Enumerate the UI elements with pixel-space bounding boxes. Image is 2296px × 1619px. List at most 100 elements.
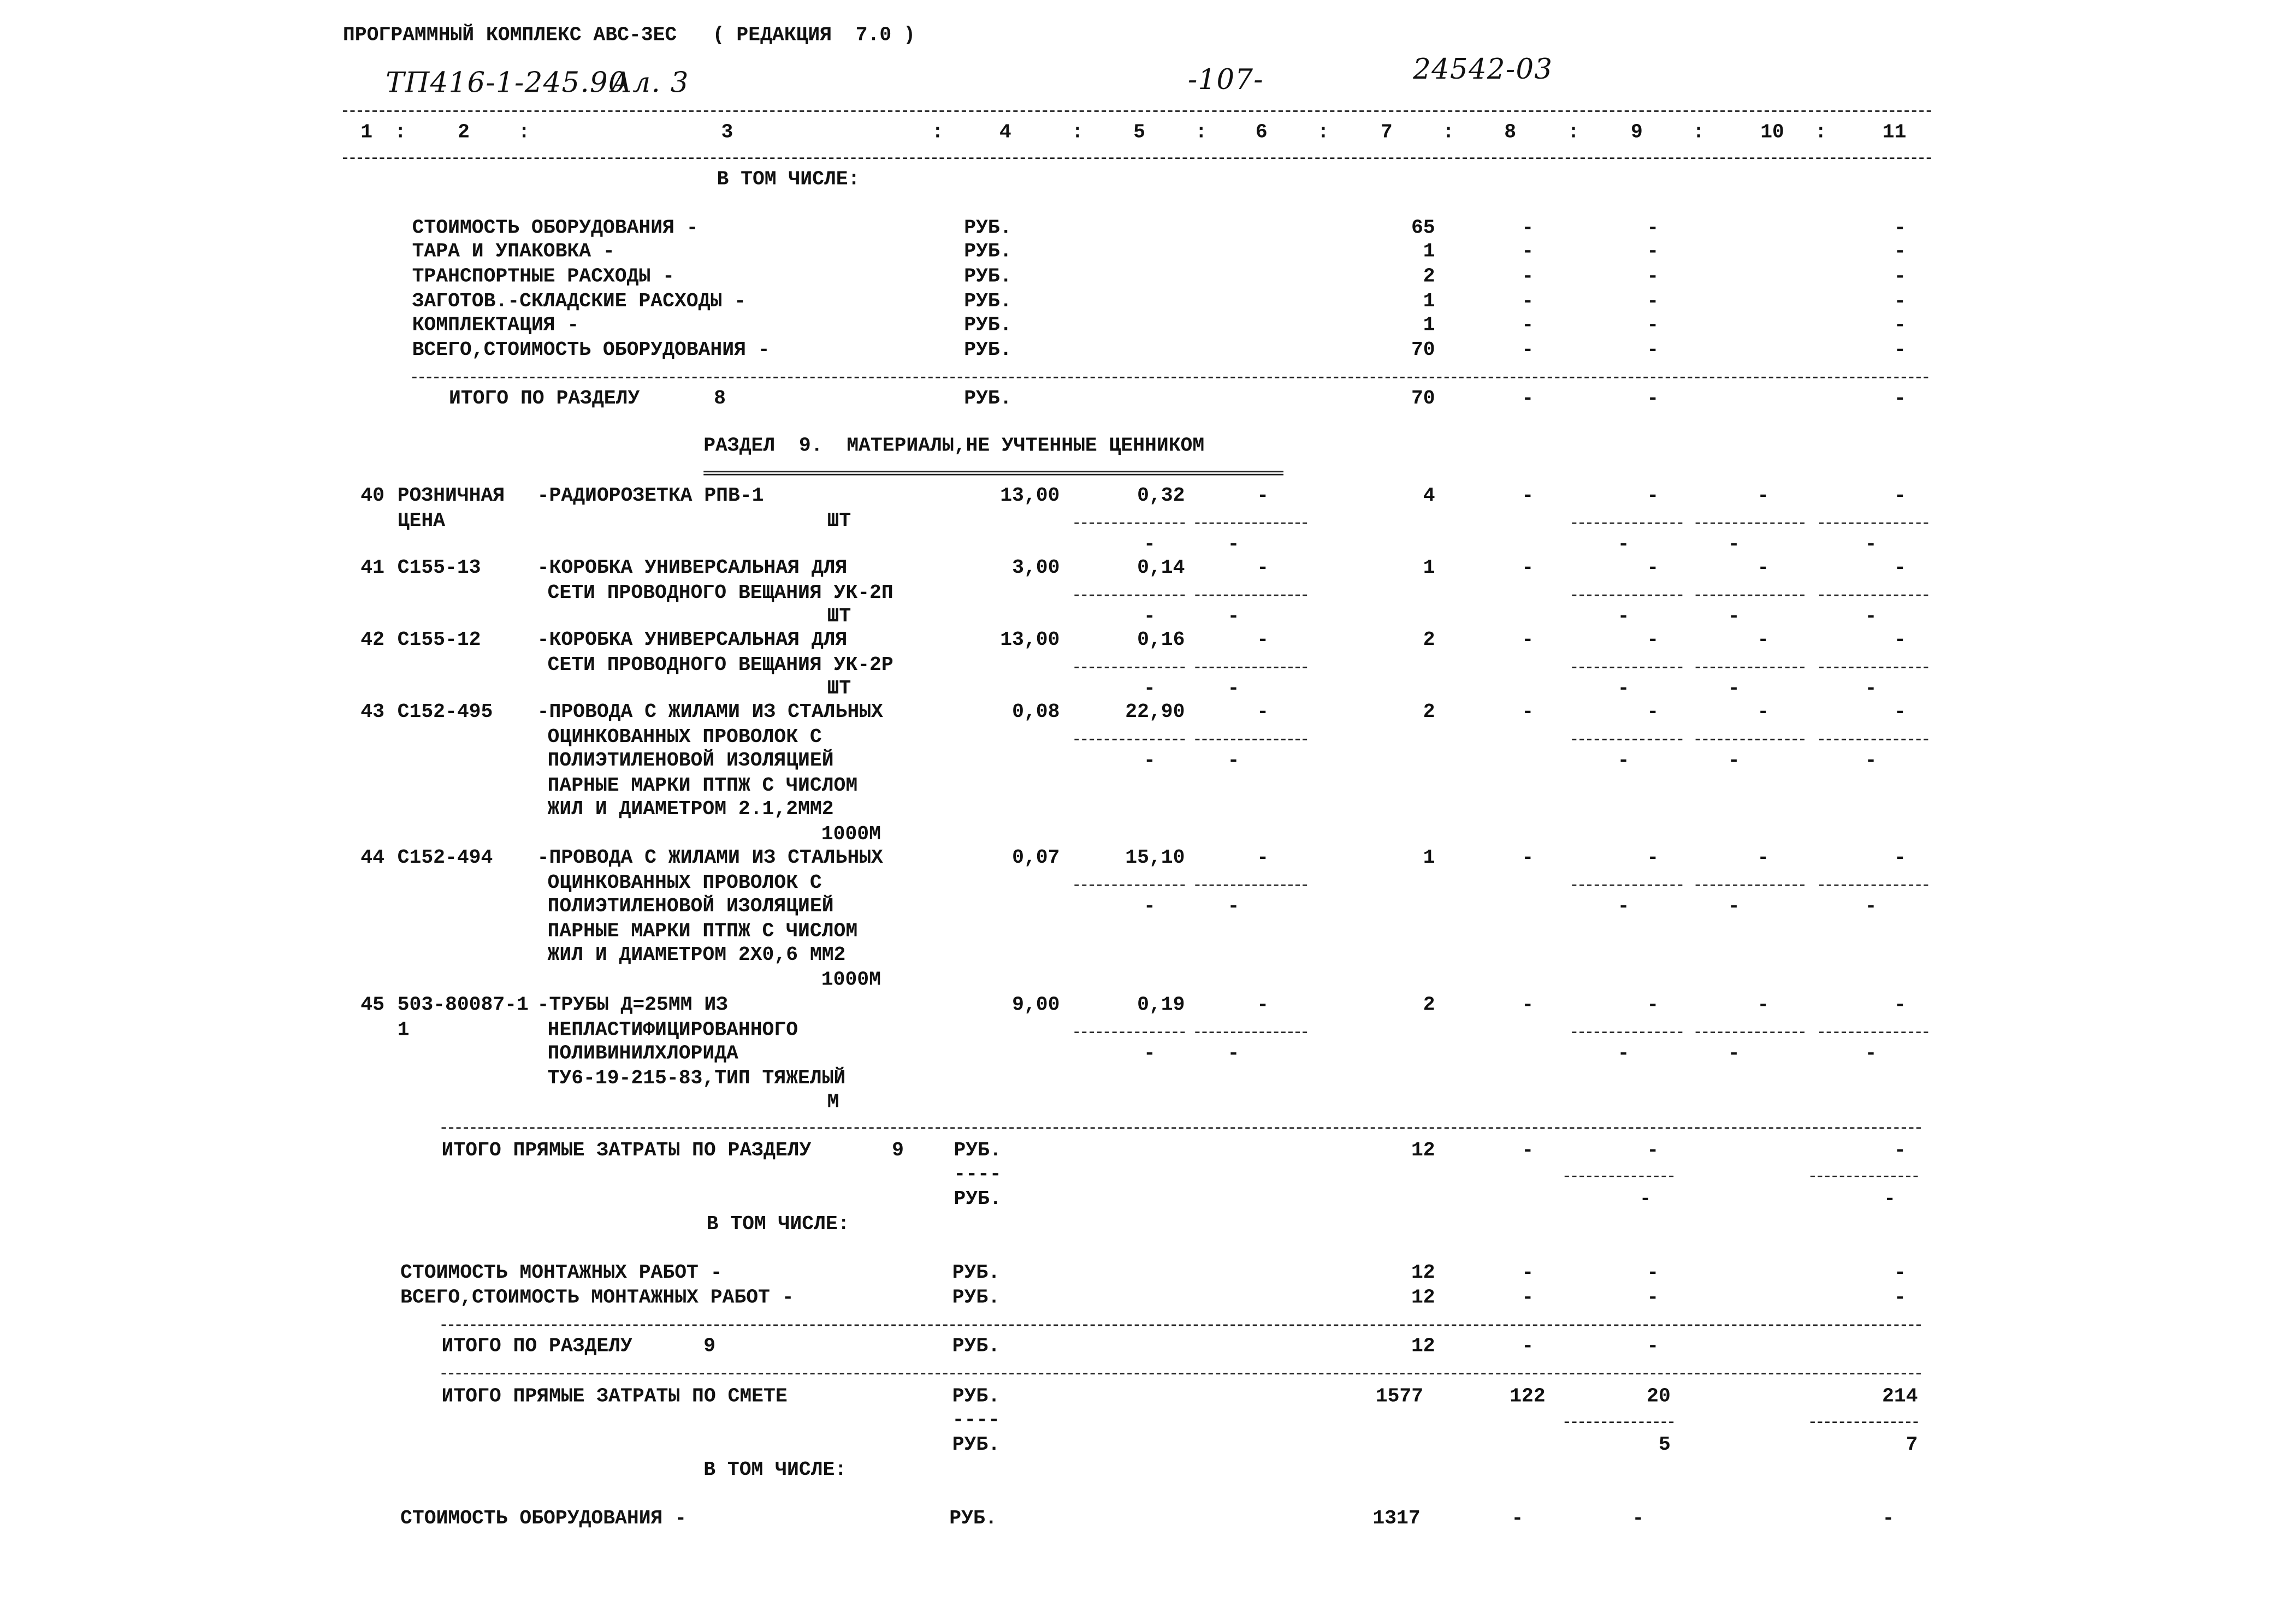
- item-code: С155-12: [397, 630, 481, 653]
- cell-c9: -: [1647, 389, 1659, 411]
- cell-c4: 3,00: [1012, 558, 1060, 580]
- estimate-total-label: ИТОГО ПРЯМЫЕ ЗАТРАТЫ ПО СМЕТЕ: [441, 1386, 788, 1409]
- cell-c7: 1: [1423, 241, 1435, 264]
- cell-c7: 70: [1411, 340, 1435, 363]
- breakdown-label: В ТОМ ЧИСЛЕ:: [703, 1460, 847, 1482]
- cell-c11: -: [1894, 315, 1907, 337]
- cell-c7: 4: [1423, 486, 1435, 508]
- cell-c9: -: [1647, 847, 1659, 870]
- cell-c8: -: [1522, 292, 1534, 314]
- item-code: 1: [397, 1019, 410, 1042]
- sub-value-rule: [1074, 883, 1185, 886]
- program-title: ПРОГРАММНЫЙ КОМПЛЕКС АВС-3ЕС ( РЕДАКЦИЯ …: [342, 25, 915, 48]
- item-code: С152-495: [397, 702, 493, 725]
- cell-c11: -: [1884, 1189, 1896, 1212]
- item-number: 41: [360, 558, 384, 580]
- cost-line-unit: РУБ.: [964, 266, 1012, 289]
- sub-value-c9: -: [1617, 896, 1630, 919]
- estimate-total-unit: РУБ.: [952, 1386, 1000, 1409]
- sub-value-c11: -: [1865, 607, 1877, 629]
- direct-total-label: ИТОГО ПРЯМЫЕ ЗАТРАТЫ ПО РАЗДЕЛУ: [441, 1141, 812, 1163]
- cell-c8: -: [1522, 847, 1534, 870]
- sub-value-rule: [1819, 738, 1928, 740]
- sub-value-c6: -: [1227, 1043, 1240, 1066]
- cell-c8: -: [1522, 995, 1534, 1017]
- cell-c5: 0,32: [1137, 486, 1185, 508]
- sub-value-rule: [1074, 521, 1185, 524]
- cell-c7: 70: [1411, 389, 1435, 411]
- cell-c8: -: [1522, 340, 1534, 363]
- column-separator: :: [1195, 122, 1208, 145]
- item-description: ЖИЛ И ДИАМЕТРОМ 2Х0,6 ММ2: [547, 945, 846, 968]
- section-total-unit: РУБ.: [964, 389, 1012, 411]
- item-description: -ПРОВОДА С ЖИЛАМИ ИЗ СТАЛЬНЫХ: [537, 702, 883, 725]
- cost-line-name: ВСЕГО,СТОИМОСТЬ МОНТАЖНЫХ РАБОТ -: [400, 1288, 794, 1310]
- dashed-rule: [1810, 1421, 1918, 1424]
- cell-c5: 0,16: [1137, 630, 1185, 653]
- cell-c6: -: [1257, 486, 1269, 508]
- sub-value-rule: [1074, 738, 1185, 740]
- cell-c11: -: [1894, 702, 1907, 725]
- cell-c6: -: [1257, 558, 1269, 580]
- item-unit: 1000М: [821, 823, 881, 846]
- sub-value-c5: -: [1144, 896, 1156, 919]
- sub-value-c10: -: [1727, 534, 1740, 557]
- column-separator: :: [1814, 122, 1827, 145]
- cost-line-name: СТОИМОСТЬ ОБОРУДОВАНИЯ -: [400, 1509, 687, 1531]
- sub-value-c10: -: [1727, 679, 1740, 701]
- cell-c7: 12: [1411, 1288, 1435, 1310]
- cell-c8: -: [1522, 1336, 1534, 1359]
- cost-line-name: ЗАГОТОВ.-СКЛАДСКИЕ РАСХОДЫ -: [412, 292, 746, 314]
- cell-c7: 65: [1411, 218, 1435, 240]
- sub-value-rule: [1695, 594, 1805, 596]
- item-description: ПОЛИЭТИЛЕНОВОЙ ИЗОЛЯЦИЕЙ: [547, 896, 834, 919]
- sub-value-rule: [1074, 1030, 1185, 1033]
- cell-c9: -: [1647, 1336, 1659, 1359]
- column-number-9: 9: [1631, 122, 1643, 145]
- cost-line-name: ВСЕГО,СТОИМОСТЬ ОБОРУДОВАНИЯ -: [412, 340, 770, 363]
- sub-value-c5: -: [1144, 751, 1156, 773]
- sub-value-c6: -: [1227, 607, 1240, 629]
- cell-c4: 0,07: [1012, 847, 1060, 870]
- cell-c7: 12: [1411, 1141, 1435, 1163]
- column-number-2: 2: [458, 122, 470, 145]
- cell-c4: 0,08: [1012, 702, 1060, 725]
- sub-value-rule: [1195, 883, 1307, 886]
- cell-c8: -: [1522, 702, 1534, 725]
- item-description: -ТРУБЫ Д=25ММ ИЗ: [537, 995, 729, 1017]
- item-unit: ШТ: [827, 679, 851, 701]
- dashed-rule: [412, 376, 1928, 378]
- cell-c7: 2: [1423, 630, 1435, 653]
- sub-value-rule: [1074, 594, 1185, 596]
- section-total-label: ИТОГО ПО РАЗДЕЛУ: [448, 389, 640, 411]
- sub-value-rule: [1695, 1030, 1805, 1033]
- cell-c7: 1: [1423, 847, 1435, 870]
- sub-value-c9: -: [1617, 534, 1630, 557]
- cell-c11: -: [1894, 1141, 1907, 1163]
- item-description: СЕТИ ПРОВОДНОГО ВЕЩАНИЯ УК-2П: [547, 582, 893, 604]
- cell-c10: -: [1757, 847, 1770, 870]
- cell-c6: -: [1257, 995, 1269, 1017]
- cell-c11: -: [1894, 847, 1907, 870]
- album-handwritten: Ал. 3: [611, 67, 689, 99]
- cell-c7: 2: [1423, 995, 1435, 1017]
- cell-c8: -: [1522, 558, 1534, 580]
- section-total-unit: РУБ.: [952, 1336, 1000, 1359]
- column-separator: :: [1567, 122, 1580, 145]
- dashed-rule: [441, 1324, 1921, 1326]
- dashed-rule: [1564, 1421, 1674, 1424]
- column-number-3: 3: [721, 122, 733, 145]
- cell-c11: -: [1894, 1262, 1907, 1285]
- cell-c7: 1: [1423, 558, 1435, 580]
- header-rule-bottom: [342, 157, 1931, 159]
- item-description: -КОРОБКА УНИВЕРСАЛЬНАЯ ДЛЯ: [537, 630, 848, 653]
- section-total-number: 8: [714, 389, 726, 411]
- cell-c11: -: [1894, 292, 1907, 314]
- item-description: -РАДИОРОЗЕТКА РПВ-1: [537, 486, 764, 508]
- direct-total-section: 9: [892, 1141, 904, 1163]
- cell-c4: 9,00: [1012, 995, 1060, 1017]
- section-total-number: 9: [703, 1336, 716, 1359]
- cell-c8: -: [1522, 266, 1534, 289]
- sub-value-rule: [1819, 594, 1928, 596]
